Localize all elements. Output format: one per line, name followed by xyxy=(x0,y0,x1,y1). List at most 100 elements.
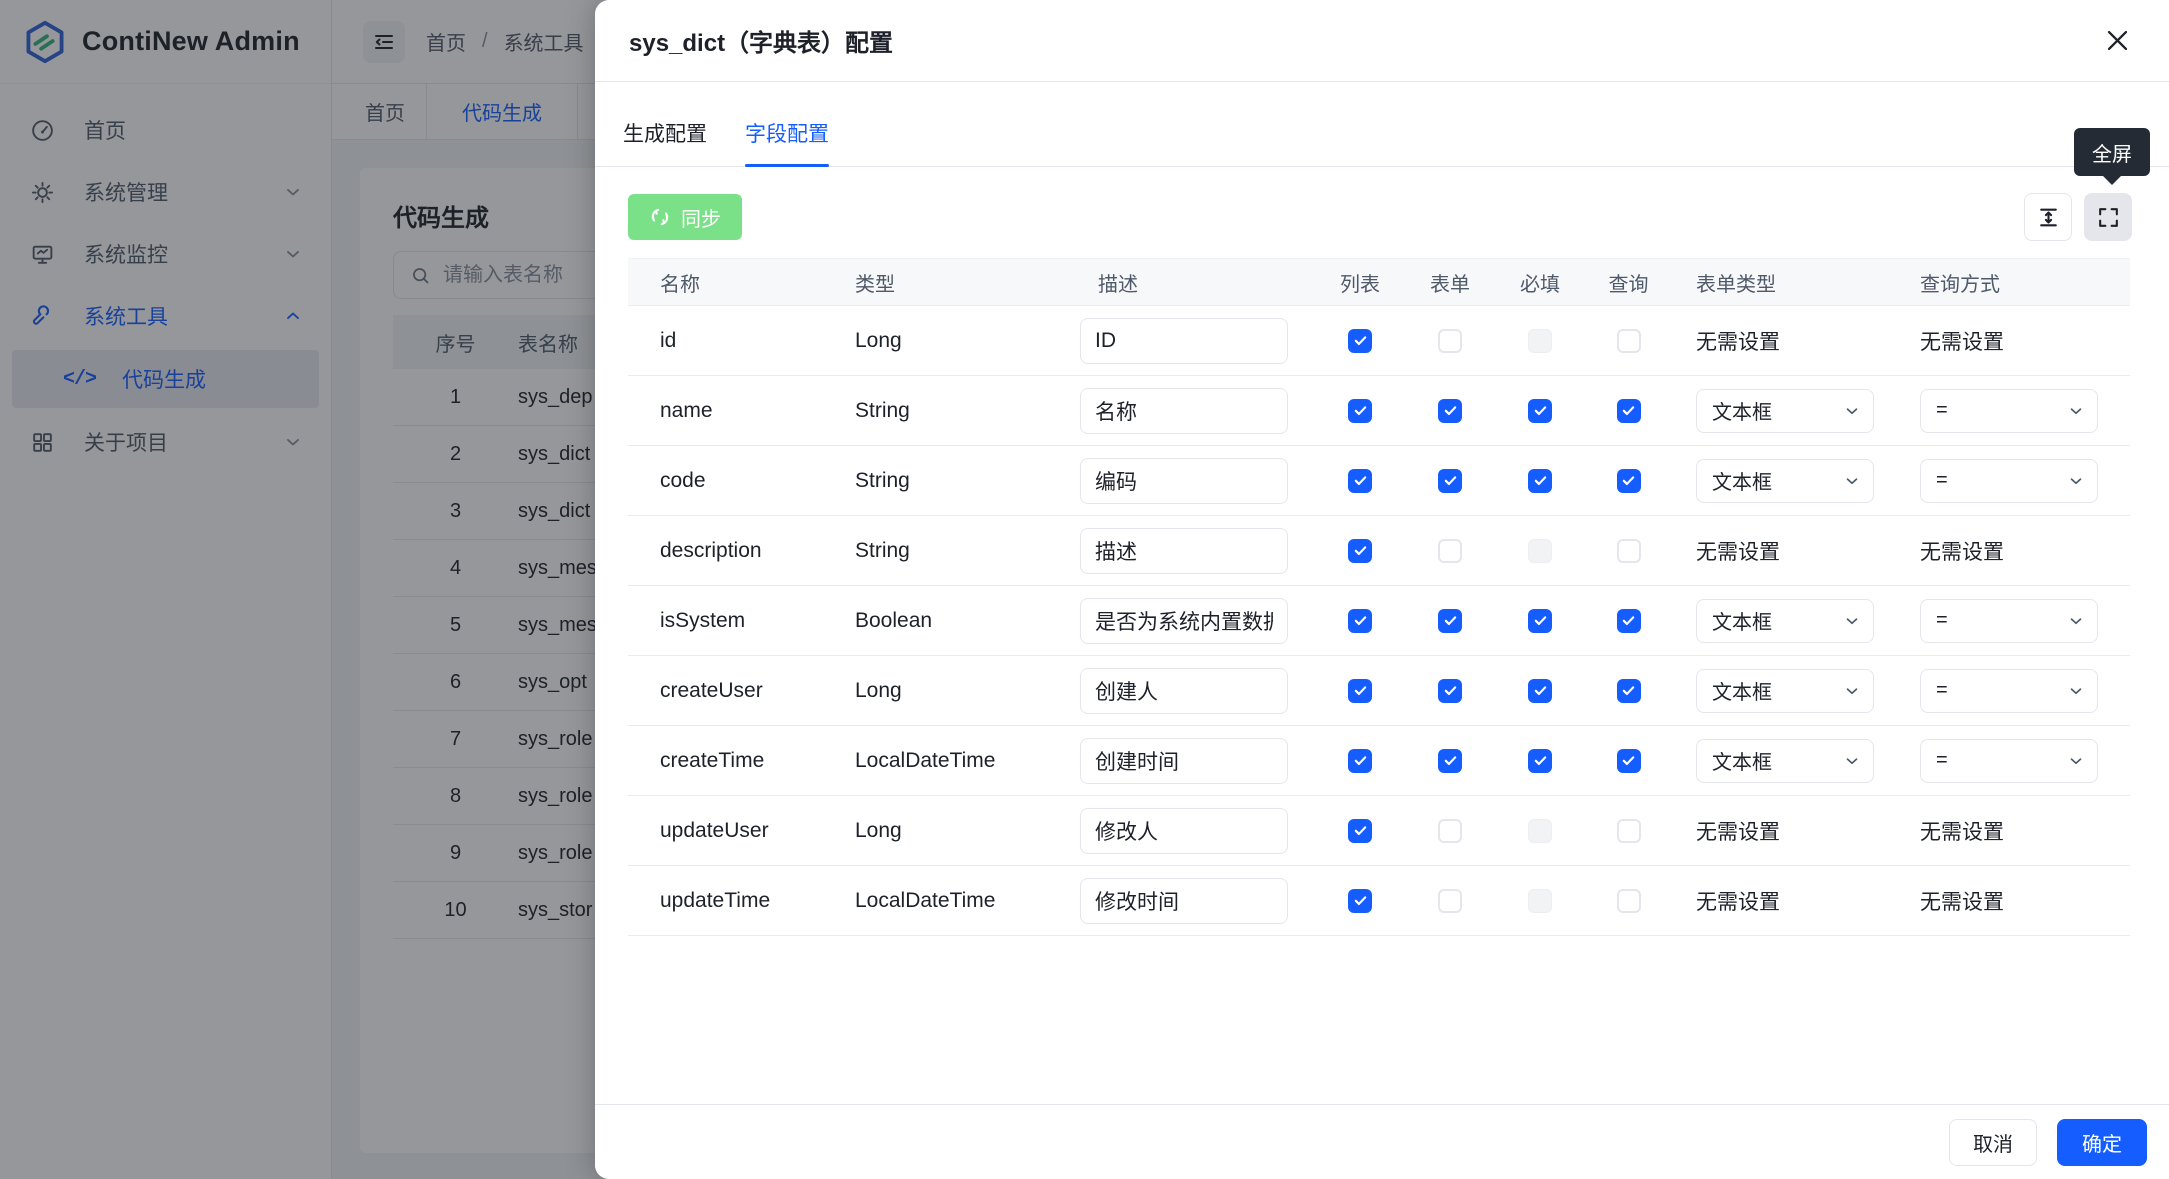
tab-field-config[interactable]: 字段配置 xyxy=(745,118,829,167)
gear-icon xyxy=(28,180,56,205)
form-checkbox-cell xyxy=(1405,608,1495,633)
form-checkbox[interactable] xyxy=(1438,398,1462,423)
list-checkbox[interactable] xyxy=(1348,818,1372,843)
sidebar-item-about[interactable]: 关于项目 xyxy=(12,414,319,470)
list-checkbox[interactable] xyxy=(1348,328,1372,353)
drawer-title: sys_dict（字典表）配置 xyxy=(629,30,894,57)
form-checkbox[interactable] xyxy=(1438,818,1462,843)
required-checkbox[interactable] xyxy=(1528,398,1552,423)
field-desc-input[interactable] xyxy=(1080,387,1288,434)
cancel-button[interactable]: 取消 xyxy=(1949,1118,2037,1166)
form-checkbox[interactable] xyxy=(1438,328,1462,353)
sidebar-item-system-tools[interactable]: 系统工具 xyxy=(12,288,319,344)
field-config-table: 名称 类型 描述 列表 表单 必填 查询 表单类型 查询方式 id Long 无需设… xyxy=(628,258,2130,936)
field-desc-input[interactable] xyxy=(1080,527,1288,574)
form-checkbox[interactable] xyxy=(1438,468,1462,493)
form-checkbox-cell xyxy=(1405,328,1495,353)
confirm-button[interactable]: 确定 xyxy=(2057,1118,2147,1166)
list-checkbox[interactable] xyxy=(1348,468,1372,493)
chevron-down-icon xyxy=(2067,402,2085,420)
query-checkbox[interactable] xyxy=(1616,818,1641,843)
query-checkbox[interactable] xyxy=(1616,888,1641,913)
table-name: sys_opt xyxy=(518,670,587,693)
field-desc-input[interactable] xyxy=(1080,877,1288,924)
query-type-value: = xyxy=(1936,609,1948,631)
field-desc-input[interactable] xyxy=(1080,597,1288,644)
sidebar-item-system-management[interactable]: 系统管理 xyxy=(12,164,319,220)
list-checkbox[interactable] xyxy=(1348,678,1372,703)
query-type-select[interactable]: = xyxy=(1920,458,2098,503)
query-checkbox[interactable] xyxy=(1616,538,1641,563)
query-checkbox[interactable] xyxy=(1616,328,1641,353)
form-checkbox-cell xyxy=(1405,538,1495,563)
query-type-select[interactable]: = xyxy=(1920,388,2098,433)
required-checkbox[interactable] xyxy=(1528,748,1552,773)
query-checkbox[interactable] xyxy=(1616,748,1641,773)
list-checkbox[interactable] xyxy=(1348,608,1372,633)
form-checkbox-cell xyxy=(1405,888,1495,913)
list-checkbox[interactable] xyxy=(1348,398,1372,423)
query-checkbox[interactable] xyxy=(1616,398,1641,423)
close-icon[interactable] xyxy=(2099,23,2135,59)
field-desc-input[interactable] xyxy=(1080,317,1288,364)
required-checkbox[interactable] xyxy=(1528,608,1552,633)
chevron-down-icon xyxy=(1843,612,1861,630)
query-checkbox[interactable] xyxy=(1616,678,1641,703)
breadcrumb-home[interactable]: 首页 xyxy=(426,33,466,55)
list-checkbox[interactable] xyxy=(1348,538,1372,563)
row-height-icon[interactable] xyxy=(2024,193,2072,241)
column-header-table-name: 表名称 xyxy=(518,333,578,356)
form-type-select[interactable]: 文本框 xyxy=(1696,738,1874,783)
list-checkbox[interactable] xyxy=(1348,748,1372,773)
form-type-select[interactable]: 文本框 xyxy=(1696,458,1874,503)
table-name: sys_mes xyxy=(518,613,597,636)
form-type-cell: 文本框 xyxy=(1672,598,1905,643)
field-type: String xyxy=(855,468,910,492)
query-type-select[interactable]: = xyxy=(1920,738,2098,783)
field-type: LocalDateTime xyxy=(855,748,996,772)
form-checkbox[interactable] xyxy=(1438,608,1462,633)
field-desc-input[interactable] xyxy=(1080,457,1288,504)
sidebar-item-home[interactable]: 首页 xyxy=(12,102,319,158)
tab-code-generation[interactable]: 代码生成 xyxy=(426,84,578,139)
form-type-cell: 文本框 xyxy=(1672,388,1905,433)
query-type-cell: 无需设置 xyxy=(1905,816,2130,846)
form-type-select[interactable]: 文本框 xyxy=(1696,598,1874,643)
field-name: name xyxy=(660,398,713,422)
column-header-form-type: 表单类型 xyxy=(1696,273,1776,296)
query-type-cell: 无需设置 xyxy=(1905,536,2130,566)
list-checkbox[interactable] xyxy=(1348,888,1372,913)
menu-fold-icon[interactable] xyxy=(363,20,405,63)
fullscreen-icon[interactable] xyxy=(2084,193,2132,241)
sync-button[interactable]: 同步 xyxy=(628,194,742,240)
logo[interactable]: ContiNew Admin xyxy=(0,0,331,84)
sidebar-item-label: 首页 xyxy=(84,120,126,143)
required-checkbox[interactable] xyxy=(1528,468,1552,493)
form-checkbox[interactable] xyxy=(1438,888,1462,913)
field-desc-cell xyxy=(1065,807,1315,854)
query-type-select[interactable]: = xyxy=(1920,598,2098,643)
query-checkbox-cell xyxy=(1585,818,1672,843)
field-row: name String 文本框 = xyxy=(628,376,2130,446)
form-type-select[interactable]: 文本框 xyxy=(1696,668,1874,713)
field-desc-input[interactable] xyxy=(1080,737,1288,784)
query-checkbox[interactable] xyxy=(1616,468,1641,493)
required-checkbox xyxy=(1528,538,1552,563)
tab-generate-config[interactable]: 生成配置 xyxy=(623,123,707,146)
breadcrumb-system-tools[interactable]: 系统工具 xyxy=(503,33,584,55)
form-checkbox[interactable] xyxy=(1438,538,1462,563)
sidebar-item-system-monitor[interactable]: 系统监控 xyxy=(12,226,319,282)
form-checkbox[interactable] xyxy=(1438,748,1462,773)
sidebar-item-code-generation[interactable]: </> 代码生成 xyxy=(12,350,319,408)
field-desc-input[interactable] xyxy=(1080,667,1288,714)
query-type-select[interactable]: = xyxy=(1920,668,2098,713)
field-desc-input[interactable] xyxy=(1080,807,1288,854)
tab-home[interactable]: 首页 xyxy=(365,103,405,125)
no-setting-label: 无需设置 xyxy=(1920,540,2004,564)
form-checkbox[interactable] xyxy=(1438,678,1462,703)
fullscreen-tooltip: 全屏 xyxy=(2074,128,2150,176)
required-checkbox[interactable] xyxy=(1528,678,1552,703)
list-checkbox-cell xyxy=(1315,328,1405,353)
form-type-select[interactable]: 文本框 xyxy=(1696,388,1874,433)
query-checkbox[interactable] xyxy=(1616,608,1641,633)
